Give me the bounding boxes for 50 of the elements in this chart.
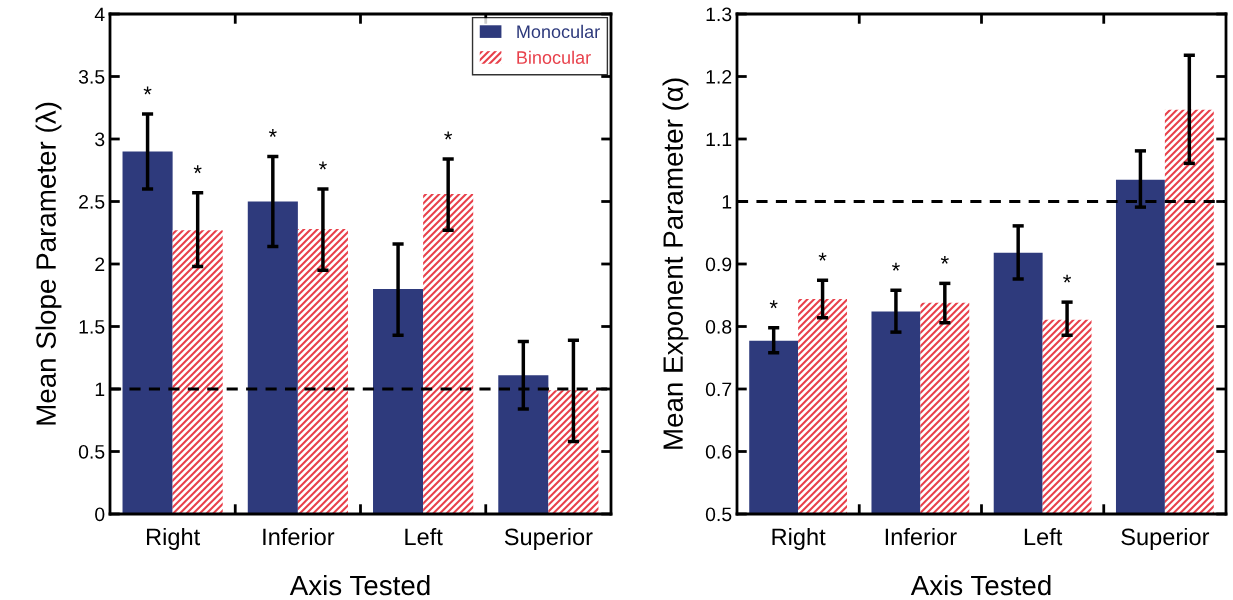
y-tick-label: 1: [722, 195, 732, 209]
data-label: *: [268, 129, 277, 137]
data-label: *: [318, 161, 327, 170]
x-tick-label: Superior: [504, 527, 593, 550]
y-tick-label: 0: [95, 507, 105, 522]
y-tick-label: 1.1: [706, 132, 732, 147]
legend-label: Monocular: [517, 24, 600, 39]
x-axis-title: Axis Tested: [910, 574, 1051, 596]
data-label: *: [444, 131, 453, 140]
data-label: *: [143, 86, 152, 95]
y-tick-label: 2.5: [79, 194, 105, 209]
legend-label: Binocular: [517, 50, 591, 64]
y-tick-label: 1.2: [706, 69, 732, 84]
y-tick-label: 0.5: [78, 444, 105, 459]
data-label: *: [1063, 274, 1072, 283]
data-label: *: [940, 255, 949, 264]
x-tick-label: Left: [405, 527, 443, 546]
y-tick-label: 1: [95, 382, 105, 397]
data-label: *: [891, 262, 900, 271]
x-tick-label: Inferior: [263, 527, 335, 546]
y-tick-label: 0.8: [705, 319, 732, 334]
y-axis-title: Mean Exponent Parameter (α): [662, 78, 689, 449]
x-tick-label: Inferior: [885, 527, 957, 546]
y-tick-label: 2: [95, 257, 105, 272]
data-label: *: [769, 300, 778, 309]
y-axis-title: Mean Slope Parameter (λ): [35, 102, 62, 425]
y-tick-label: 0.7: [705, 382, 732, 397]
y-tick-label: 0.6: [705, 444, 732, 459]
y-tick-label: 3.5: [78, 69, 105, 84]
bar: [498, 375, 549, 514]
y-tick-label: 1.3: [706, 7, 732, 22]
bar: [548, 390, 599, 514]
x-axis-title: Axis Tested: [289, 574, 430, 596]
y-tick-label: 3: [95, 132, 105, 147]
bar: [172, 230, 223, 514]
x-tick-label: Superior: [1121, 527, 1210, 550]
x-tick-label: Right: [772, 527, 826, 550]
bar: [247, 201, 298, 514]
x-tick-label: Right: [147, 527, 201, 550]
y-tick-label: 0.9: [705, 257, 732, 272]
data-label: *: [193, 165, 202, 174]
bar: [373, 289, 424, 514]
y-tick-label: 4: [94, 7, 105, 22]
x-tick-label: Left: [1024, 527, 1063, 546]
y-tick-label: 1.5: [79, 320, 105, 334]
bar: [297, 229, 348, 514]
bar: [423, 194, 474, 514]
bar: [122, 151, 173, 514]
y-tick-label: 0.5: [705, 507, 732, 522]
data-label: *: [818, 252, 827, 261]
